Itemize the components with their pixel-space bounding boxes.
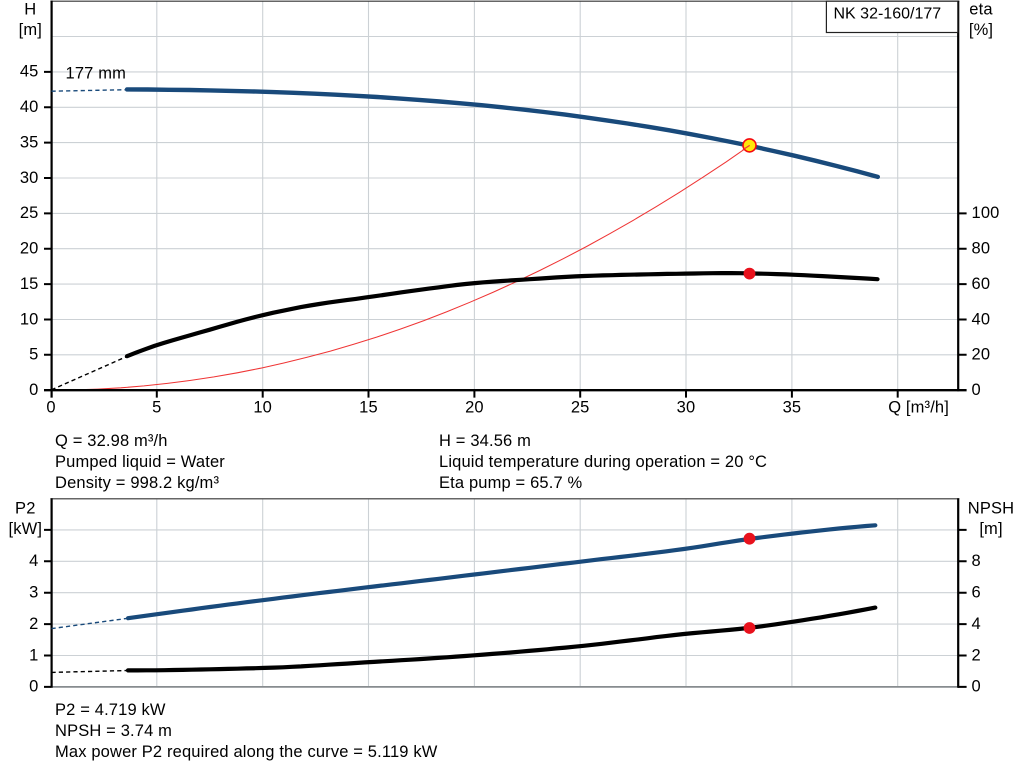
svg-text:25: 25 xyxy=(571,399,590,417)
svg-text:100: 100 xyxy=(972,204,1000,222)
svg-text:2: 2 xyxy=(972,646,981,664)
svg-text:40: 40 xyxy=(20,98,39,116)
svg-text:Pumped liquid = Water: Pumped liquid = Water xyxy=(55,453,225,471)
svg-text:15: 15 xyxy=(20,275,39,293)
svg-text:177 mm: 177 mm xyxy=(66,65,127,83)
svg-text:Q [m³/h]: Q [m³/h] xyxy=(888,399,949,417)
svg-text:0: 0 xyxy=(29,381,38,399)
svg-text:Eta pump = 65.7 %: Eta pump = 65.7 % xyxy=(439,474,583,492)
svg-text:20: 20 xyxy=(465,399,484,417)
svg-text:[kW]: [kW] xyxy=(9,520,43,538)
svg-text:P2 = 4.719 kW: P2 = 4.719 kW xyxy=(55,701,166,719)
svg-text:30: 30 xyxy=(677,399,696,417)
svg-text:P2: P2 xyxy=(15,500,35,518)
svg-text:5: 5 xyxy=(29,346,38,364)
svg-text:eta: eta xyxy=(969,1,993,19)
svg-text:60: 60 xyxy=(972,275,991,293)
svg-text:NK 32-160/177: NK 32-160/177 xyxy=(834,6,942,23)
svg-text:30: 30 xyxy=(20,169,39,187)
svg-text:8: 8 xyxy=(972,552,981,570)
svg-text:NPSH = 3.74 m: NPSH = 3.74 m xyxy=(55,722,172,740)
svg-text:1: 1 xyxy=(29,646,38,664)
svg-text:10: 10 xyxy=(253,399,272,417)
svg-text:40: 40 xyxy=(972,310,991,328)
svg-text:35: 35 xyxy=(783,399,802,417)
svg-text:4: 4 xyxy=(972,615,981,633)
svg-text:H: H xyxy=(24,1,36,19)
svg-text:6: 6 xyxy=(972,584,981,602)
svg-text:5: 5 xyxy=(152,399,161,417)
svg-text:20: 20 xyxy=(972,346,991,364)
svg-text:0: 0 xyxy=(972,678,981,696)
svg-text:Q = 32.98 m³/h: Q = 32.98 m³/h xyxy=(55,432,168,450)
svg-text:H = 34.56 m: H = 34.56 m xyxy=(439,432,531,450)
svg-text:NPSH: NPSH xyxy=(968,500,1014,518)
svg-text:3: 3 xyxy=(29,584,38,602)
svg-text:Max power P2 required along th: Max power P2 required along the curve = … xyxy=(55,743,438,761)
svg-text:2: 2 xyxy=(29,615,38,633)
svg-text:10: 10 xyxy=(20,310,39,328)
svg-text:20: 20 xyxy=(20,240,39,258)
svg-text:0: 0 xyxy=(46,399,55,417)
svg-text:[m]: [m] xyxy=(979,520,1002,538)
svg-text:25: 25 xyxy=(20,204,39,222)
svg-text:80: 80 xyxy=(972,240,991,258)
svg-text:0: 0 xyxy=(972,381,981,399)
svg-text:15: 15 xyxy=(359,399,378,417)
svg-text:4: 4 xyxy=(29,552,38,570)
svg-text:45: 45 xyxy=(20,63,39,81)
svg-text:[%]: [%] xyxy=(969,21,993,39)
svg-text:Liquid temperature during oper: Liquid temperature during operation = 20… xyxy=(439,453,767,471)
svg-text:35: 35 xyxy=(20,133,39,151)
svg-text:0: 0 xyxy=(29,678,38,696)
svg-text:Density = 998.2 kg/m³: Density = 998.2 kg/m³ xyxy=(55,474,219,492)
svg-text:[m]: [m] xyxy=(19,21,42,39)
